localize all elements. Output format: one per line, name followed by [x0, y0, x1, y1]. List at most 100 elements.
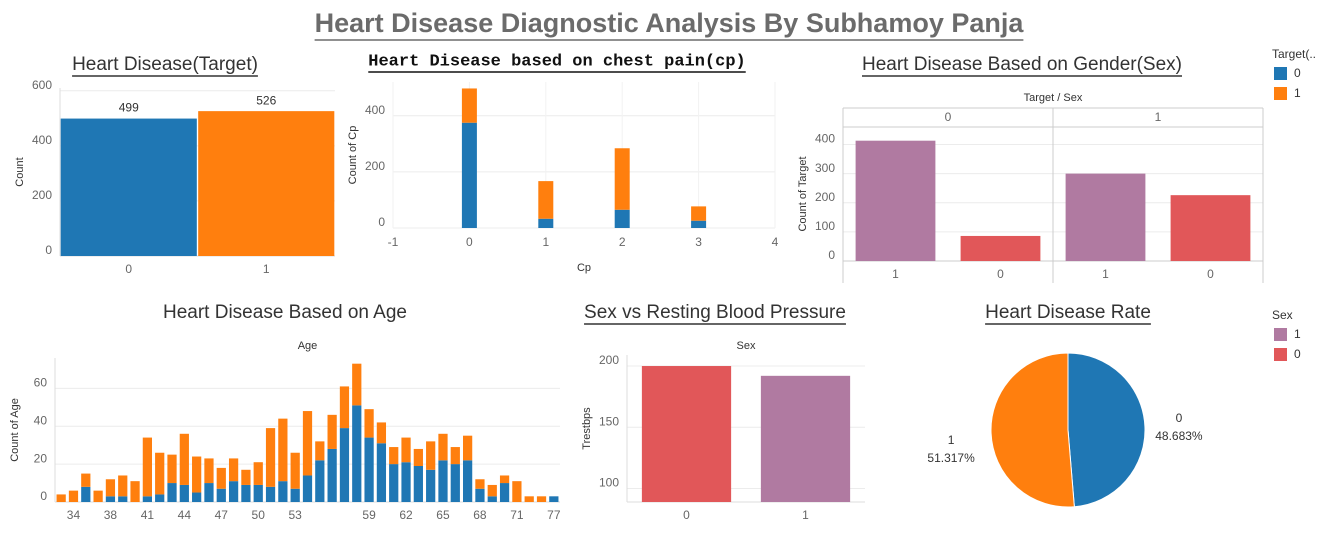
x-tick-label: 4	[772, 235, 779, 249]
value-label: 526	[256, 93, 276, 107]
bar	[463, 460, 473, 502]
bar	[315, 441, 325, 461]
bar	[524, 496, 534, 502]
y-tick-label: 60	[34, 375, 48, 389]
bar	[204, 458, 214, 484]
x-tick-label: 71	[510, 508, 524, 522]
bar	[118, 496, 128, 502]
y-axis-label: Trestbps	[581, 407, 593, 450]
bar	[179, 484, 189, 502]
bar	[389, 464, 399, 502]
bar	[364, 437, 374, 502]
y-tick-label: 400	[365, 103, 385, 117]
bar	[461, 122, 477, 228]
y-tick-label: 100	[815, 219, 835, 233]
x-tick-label: 41	[141, 508, 155, 522]
pane-label: 1	[1155, 110, 1162, 124]
bar	[179, 433, 189, 485]
slice-category: 1	[948, 433, 955, 447]
bar	[401, 437, 411, 463]
pane-label: 0	[945, 110, 952, 124]
bar	[475, 479, 485, 489]
bar	[413, 466, 423, 502]
bar	[81, 473, 91, 487]
slice-category: 0	[1176, 411, 1183, 425]
bar	[691, 206, 707, 221]
bar	[413, 448, 423, 466]
bar	[549, 496, 559, 502]
bar	[216, 467, 226, 489]
bar	[130, 481, 140, 502]
bar	[352, 363, 362, 406]
bar	[278, 481, 288, 502]
x-tick-label: 0	[125, 262, 132, 276]
bar	[290, 452, 300, 489]
x-tick-label: 68	[473, 508, 487, 522]
bar	[536, 496, 547, 502]
bar	[499, 483, 510, 502]
panel-header: Target / Sex	[1024, 92, 1083, 104]
legend-swatch	[1274, 87, 1287, 100]
bar	[192, 456, 202, 493]
y-axis-label: Count	[14, 157, 26, 186]
slice-value-label: 48.683%	[1155, 429, 1203, 443]
x-tick-label: -1	[388, 235, 399, 249]
bar	[241, 484, 251, 502]
bar	[327, 414, 337, 449]
bar	[760, 375, 851, 502]
bar	[241, 469, 251, 485]
y-axis-label: Count of Cp	[347, 126, 359, 185]
bar	[614, 148, 630, 210]
y-tick-label: 100	[599, 476, 619, 490]
bar	[376, 443, 387, 502]
x-tick-label: 59	[362, 508, 376, 522]
bar	[253, 462, 263, 485]
x-tick-label: 38	[104, 508, 118, 522]
bar	[461, 88, 477, 123]
bar	[204, 483, 214, 502]
bar	[290, 488, 300, 502]
bar	[438, 460, 448, 502]
bar	[142, 437, 152, 497]
bar	[426, 441, 436, 470]
x-tick-label: 53	[289, 508, 303, 522]
x-tick-label: 1	[802, 508, 809, 522]
x-tick-label: 0	[997, 267, 1004, 281]
bar	[1170, 195, 1251, 261]
y-tick-label: 200	[599, 353, 619, 367]
bar	[426, 469, 436, 502]
bar	[155, 494, 165, 502]
y-tick-label: 0	[828, 248, 835, 262]
legend-label: 1	[1294, 327, 1301, 341]
bar	[339, 386, 350, 429]
bar	[450, 447, 460, 465]
legend-label: 0	[1294, 347, 1301, 361]
bar	[376, 422, 387, 444]
x-tick-label: 0	[1207, 267, 1214, 281]
x-tick-label: 1	[1102, 267, 1109, 281]
bar	[438, 433, 448, 461]
bar	[538, 218, 554, 228]
pie-slice	[1067, 352, 1146, 508]
x-tick-label: 47	[215, 508, 229, 522]
y-axis-label: Count of Age	[9, 398, 21, 462]
bar	[401, 462, 411, 502]
bar	[192, 492, 202, 502]
bar	[614, 209, 630, 228]
x-tick-label: 62	[399, 508, 413, 522]
bar	[198, 111, 335, 256]
bar	[475, 488, 485, 502]
chart-title: Heart Disease based on chest pain(cp)	[368, 52, 745, 71]
chart-title: Sex vs Resting Blood Pressure	[584, 302, 846, 323]
bar	[228, 481, 239, 502]
x-tick-label: 34	[67, 508, 81, 522]
bar	[155, 452, 165, 495]
panel-header: Sex	[737, 340, 756, 352]
y-axis-label: Count of Target	[797, 156, 809, 231]
bar	[56, 494, 66, 502]
bar	[167, 483, 177, 502]
bar	[327, 448, 337, 502]
x-tick-label: 0	[683, 508, 690, 522]
bar	[339, 428, 350, 502]
